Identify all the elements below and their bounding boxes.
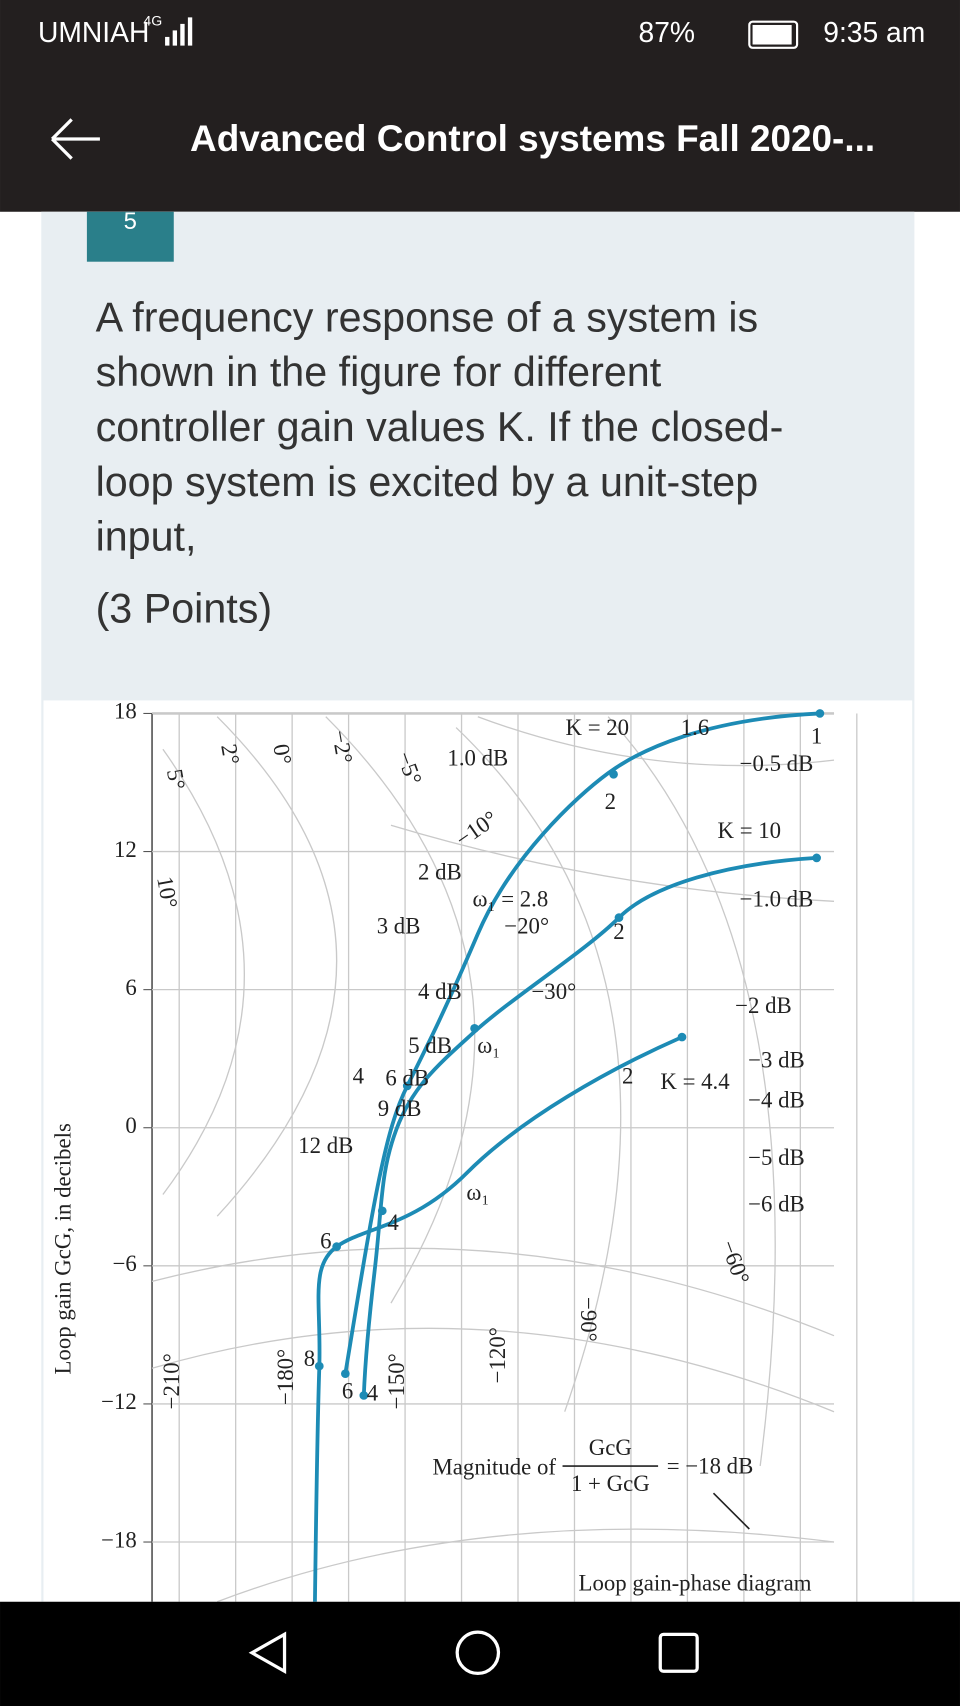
y-tick-label: −18 <box>101 1527 137 1552</box>
battery-fill <box>752 24 792 45</box>
annotation: 8 <box>304 1346 315 1371</box>
annotation: 6 <box>320 1229 331 1254</box>
annotation: ω₁ <box>477 1033 500 1058</box>
annotation: −3 dB <box>748 1047 805 1072</box>
question-line: input, <box>96 514 197 560</box>
question-line: loop system is excited by a unit-step <box>96 459 759 505</box>
annotation: 2 dB <box>418 859 462 884</box>
fraction-numerator: GcG <box>589 1435 632 1460</box>
annotation: −0.5 dB <box>740 751 814 776</box>
page-title: Advanced Control systems Fall 2020-... <box>190 118 875 159</box>
annotation: 2 <box>622 1064 633 1089</box>
y-tick-label: −6 <box>113 1251 137 1276</box>
y-tick-label: 18 <box>114 699 137 724</box>
grid-contour <box>325 716 476 1304</box>
question-line: controller gain values K. If the closed- <box>96 404 784 450</box>
annotation: −4 dB <box>748 1087 805 1112</box>
grid-contour <box>455 727 622 1412</box>
grid-contour <box>390 824 835 902</box>
annotation: 5 dB <box>408 1033 452 1058</box>
grid-contour <box>216 1528 835 1603</box>
annotation: −120° <box>485 1327 510 1383</box>
annotation: 12 dB <box>298 1133 353 1158</box>
fraction-denominator: 1 + GcG <box>571 1471 650 1496</box>
annotation: 10° <box>152 874 182 910</box>
annotation: −6 dB <box>748 1192 805 1217</box>
y-tick-label: 0 <box>125 1113 136 1138</box>
annotation: 4 <box>367 1381 379 1406</box>
annotation: K = 20 <box>566 715 630 740</box>
annotation: 3 dB <box>377 914 421 939</box>
annotation: 2 <box>605 789 616 814</box>
figure-caption: Loop gain-phase diagram <box>579 1571 812 1596</box>
grid <box>143 712 858 1603</box>
annotation: K = 10 <box>718 818 782 843</box>
question-number-box <box>86 211 174 262</box>
nav-bar <box>0 1601 960 1706</box>
back-button[interactable] <box>50 118 100 160</box>
annotation: 1.6 <box>681 715 710 740</box>
annotation: −150° <box>384 1353 409 1409</box>
network: 4G <box>143 12 162 28</box>
annotation: 2° <box>216 742 244 767</box>
nav-home[interactable] <box>455 1630 501 1676</box>
figure <box>43 700 913 1602</box>
battery-icon <box>748 20 799 49</box>
question-number: 5 <box>124 208 137 235</box>
annotation: 4 dB <box>418 979 462 1004</box>
annotation: ω₁ <box>466 1180 489 1205</box>
curve-k10 <box>361 855 817 1396</box>
annotation: 4 <box>353 1064 365 1089</box>
annotation: −210° <box>159 1353 184 1409</box>
grid-contour <box>477 716 835 767</box>
annotation: −2 dB <box>735 993 792 1018</box>
question-text: A frequency response of a system is shown… <box>96 294 784 559</box>
annotation: 0° <box>268 742 296 767</box>
figure-labels: 18 12 6 0 −6 −12 −18 K = 20 1.6 1 1.0 dB −0.5 dB 2 K … <box>101 699 822 1553</box>
fraction-prefix: Magnitude of <box>433 1455 557 1480</box>
annotation: K = 4.4 <box>660 1069 730 1094</box>
y-tick-label: 6 <box>125 975 136 1000</box>
fraction-suffix: = −18 dB <box>667 1453 754 1478</box>
annotation: 2 <box>613 919 624 944</box>
annotation: ω₁ = 2.8 <box>473 887 549 912</box>
grid-contour <box>162 748 245 1195</box>
pointer <box>712 1492 750 1530</box>
annotation: 6 <box>342 1378 353 1403</box>
grid-contour <box>607 716 776 1467</box>
y-tick-label: −12 <box>101 1389 137 1414</box>
annotation: 9 dB <box>378 1096 422 1121</box>
y-axis-label: Loop gain GcG, in decibels <box>50 1123 75 1374</box>
annotation: 1.0 dB <box>447 745 508 770</box>
annotation: 5° <box>162 767 190 792</box>
annotation: −90° <box>576 1297 601 1342</box>
nav-recent[interactable] <box>658 1632 699 1673</box>
annotation: −20° <box>504 914 549 939</box>
annotation: 6 dB <box>385 1066 429 1091</box>
annotation: −30° <box>531 979 576 1004</box>
annotation: −5 dB <box>748 1145 805 1170</box>
annotation: 1 <box>811 724 822 749</box>
annotation: −2° <box>327 728 357 765</box>
curves <box>313 709 825 1602</box>
grid-contour <box>151 1327 835 1413</box>
curve-k20 <box>343 711 820 1375</box>
annotation: −180° <box>273 1349 298 1405</box>
battery-level: 87% <box>639 16 695 48</box>
annotation: 4 <box>387 1210 399 1235</box>
top-bar <box>0 0 960 212</box>
y-tick-label: 12 <box>114 837 137 862</box>
carrier: UMNIAH <box>38 16 149 48</box>
grid-contour <box>216 716 338 1217</box>
question-points: (3 Points) <box>96 585 273 631</box>
signal-icon <box>165 17 193 46</box>
annotation: −1.0 dB <box>740 887 814 912</box>
clock: 9:35 am <box>823 16 925 48</box>
grid-contour <box>151 1247 835 1337</box>
question-line: shown in the figure for different <box>96 349 662 395</box>
nav-back[interactable] <box>248 1631 287 1675</box>
question-line: A frequency response of a system is <box>96 294 759 340</box>
